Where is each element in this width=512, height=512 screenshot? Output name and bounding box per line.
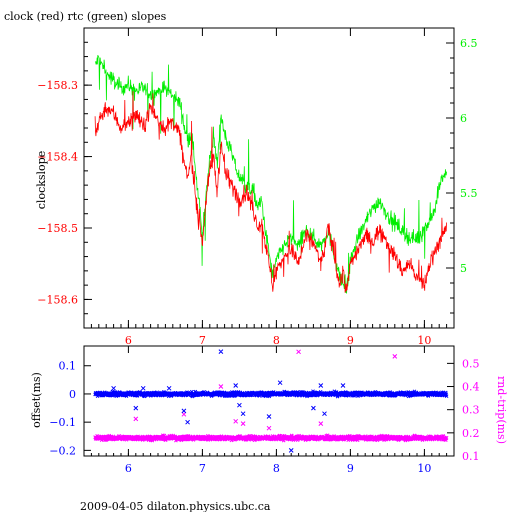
rndtrip-y-tick-label: 0.1: [462, 450, 480, 463]
rndtrip-outlier-points: [133, 349, 398, 431]
rndtrip-band-points: [93, 433, 449, 443]
x-tick-label: 6: [125, 462, 132, 475]
offset-y-tick-label: 0.1: [59, 360, 77, 373]
left-y-tick-label: −158.3: [37, 79, 78, 92]
offset-band-points: [93, 389, 449, 399]
x-tick-label: 7: [199, 462, 206, 475]
x-tick-label: 9: [347, 462, 354, 475]
offset-y-tick-label: −0.1: [49, 416, 76, 429]
x-tick-label: 6: [125, 334, 132, 347]
left-y-tick-label: −158.5: [37, 222, 78, 235]
x-tick-label: 8: [273, 462, 280, 475]
right-y-tick-label: 5.5: [460, 187, 478, 200]
rndtrip-y-tick-label: 0.4: [462, 381, 480, 394]
rndtrip-y-tick-label: 0.2: [462, 427, 480, 440]
offset-panel: offset(ms) rnd-trip(ms) 6 7 8 9 10 0.1 0 −0.1 −0…: [30, 345, 508, 475]
offset-outlier-points: [111, 349, 346, 453]
x-tick-label: 7: [199, 334, 206, 347]
x-tick-label: 10: [417, 334, 431, 347]
slopes-panel-frame: [83, 27, 455, 329]
offset-axis-label: offset(ms): [30, 372, 43, 428]
right-y-tick-label: 6.5: [460, 37, 478, 50]
rtc-series-line: [94, 55, 447, 294]
left-y-tick-label: −158.6: [37, 293, 78, 306]
rndtrip-y-tick-label: 0.5: [462, 357, 480, 370]
x-tick-label: 8: [273, 334, 280, 347]
clock-series-line: [94, 91, 447, 293]
rndtrip-y-tick-label: 0.3: [462, 404, 480, 417]
offset-y-tick-label: 0: [69, 388, 76, 401]
right-y-tick-label: 5: [460, 262, 467, 275]
offset-y-tick-label: −0.2: [49, 444, 76, 457]
chart-title: clock (red) rtc (green) slopes: [4, 10, 167, 23]
rndtrip-axis-label: rnd-trip(ms): [495, 376, 508, 444]
left-y-tick-label: −158.4: [37, 151, 78, 164]
footer-text: 2009-04-05 dilaton.physics.ubc.ca: [80, 500, 271, 512]
right-y-tick-label: 6: [460, 112, 467, 125]
clockslope-axis-label: clockslope: [35, 151, 48, 209]
x-tick-label: 9: [347, 334, 354, 347]
x-tick-label: 10: [417, 462, 431, 475]
slopes-panel: clockslope 6 7 8 9 10 −158.3 −158.4 −158.5 −158.…: [35, 27, 478, 347]
